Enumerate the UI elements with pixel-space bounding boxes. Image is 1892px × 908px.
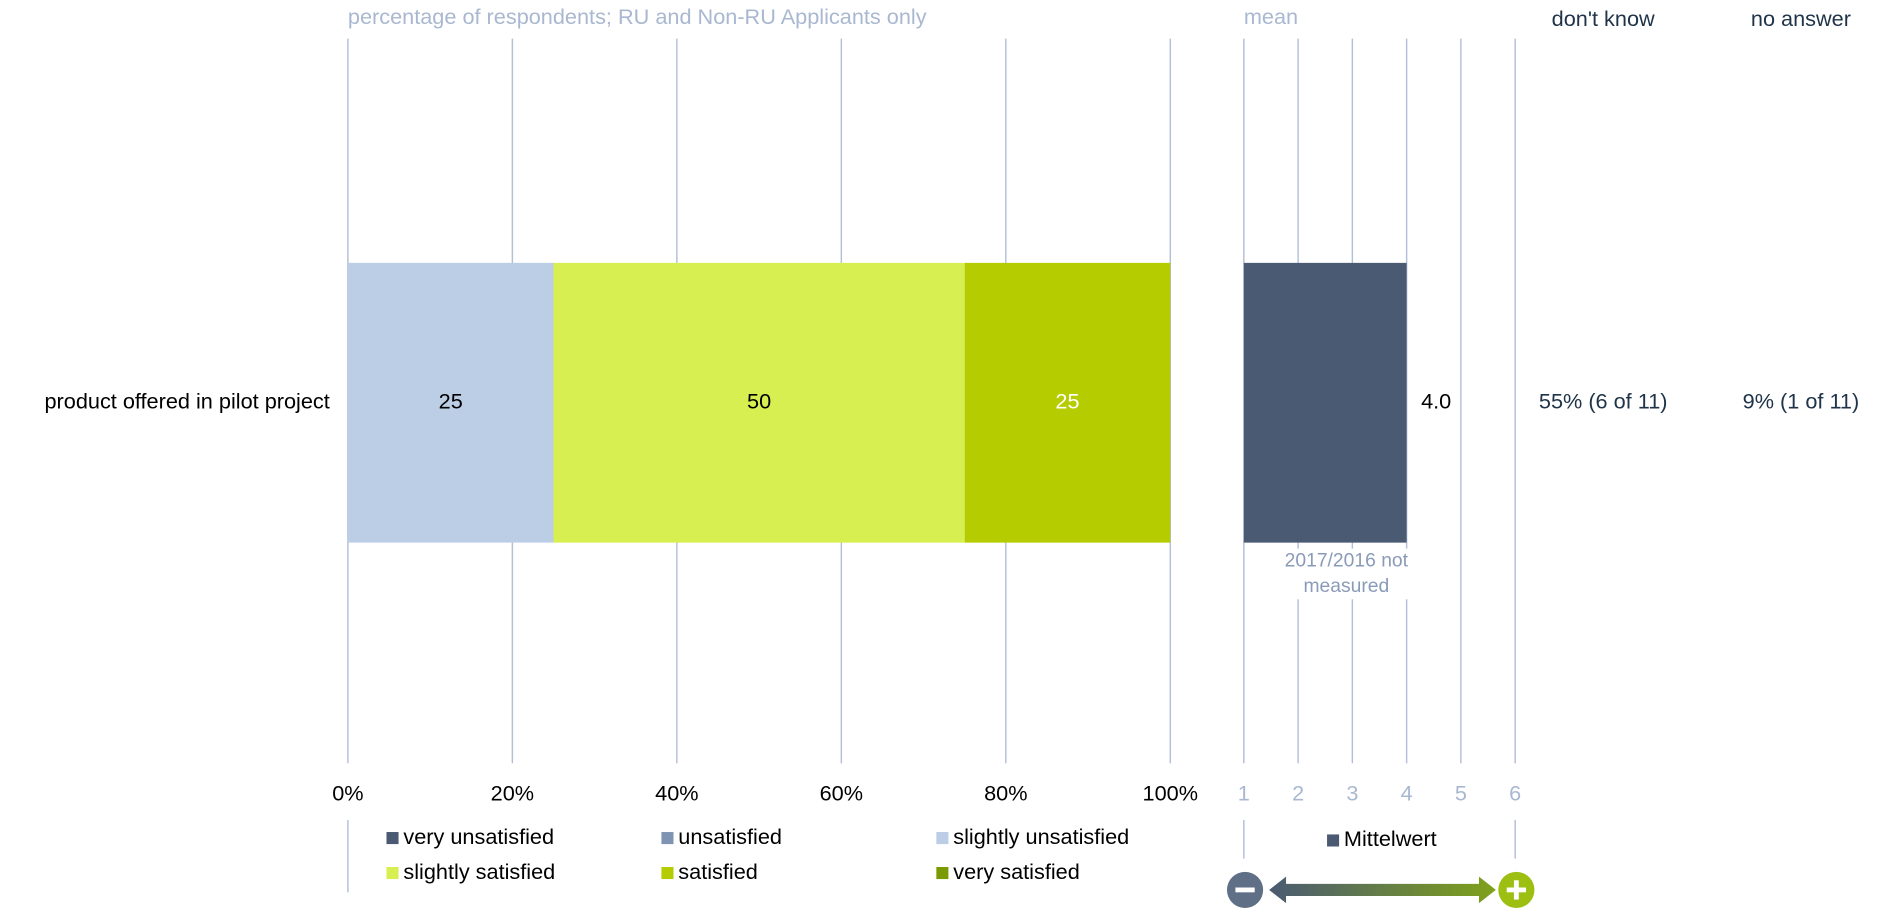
legend-swatch [936,832,949,845]
legend-swatch [661,867,674,880]
x-tick-label: 6 [1509,780,1521,805]
legend-swatch [386,832,399,845]
legend-label: Mittelwert [1344,826,1437,851]
bar-segment [553,262,965,543]
x-tick-label: 20% [491,780,534,805]
legend-swatch [1327,834,1340,847]
mean-title: mean [1244,4,1298,29]
x-tick-label: 100% [1143,780,1198,805]
legend-label: slightly unsatisfied [953,824,1129,849]
legend-label: slightly satisfied [403,859,555,884]
column-value: 55% (6 of 11) [1539,388,1668,413]
value-label: 50 [747,388,771,413]
bar-segment [964,262,1171,543]
x-tick-label: 80% [984,780,1027,805]
grid-layer [347,38,1516,764]
category-label: product offered in pilot project [44,388,329,413]
legend-label: very satisfied [953,859,1080,884]
legend-label: satisfied [678,859,758,884]
scale-arrow [1226,871,1535,908]
annotation-box: 2017/2016 not measured [1284,551,1409,597]
mean-bar [1243,262,1407,543]
x-tick-label: 40% [655,780,698,805]
column-header: don't know [1552,6,1655,31]
x-tick-label: 2 [1292,780,1304,805]
legend-swatch [386,867,399,880]
x-tick-label: 1 [1238,780,1250,805]
x-tick-label: 0% [332,780,363,805]
x-tick-label: 4 [1401,780,1413,805]
value-label: 25 [439,388,463,413]
x-tick-label: 5 [1455,780,1467,805]
subtitle: percentage of respondents; RU and Non-RU… [348,4,927,29]
x-tick-label: 60% [820,780,863,805]
annotation-bg [1267,548,1449,600]
column-header: no answer [1751,6,1851,31]
value-label: 4.0 [1421,388,1451,413]
annotation: 2017/2016 not measured [1284,551,1409,597]
column-value: 9% (1 of 11) [1743,388,1860,413]
value-label: 25 [1055,388,1079,413]
legend-swatch [661,832,674,845]
legend-label: unsatisfied [678,824,782,849]
legend-label: very unsatisfied [403,824,554,849]
bar-segment [347,262,554,543]
x-tick-label: 3 [1346,780,1358,805]
legend-swatch [936,867,949,880]
